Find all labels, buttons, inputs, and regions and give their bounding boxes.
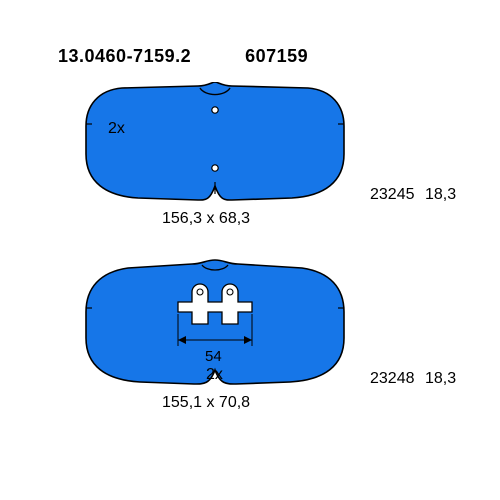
pad-bottom-inner-dim: 54 [205, 348, 222, 365]
part-number: 13.0460-7159.2 [58, 46, 191, 67]
pad-bottom-dim: 155,1 x 70,8 [162, 394, 250, 412]
pad-top-code-val: 23245 [370, 186, 415, 203]
pad-top-qty: 2x [108, 120, 125, 138]
short-number: 607159 [245, 46, 308, 67]
pad-bottom-code-val: 23248 [370, 370, 415, 387]
pad-top-thickness: 18,3 [425, 186, 456, 203]
pad-top-code: 23245 18,3 [370, 186, 456, 204]
pad-bottom-thickness: 18,3 [425, 370, 456, 387]
header: 13.0460-7159.2 607159 [58, 44, 442, 68]
pad-bottom-code: 23248 18,3 [370, 370, 456, 388]
brake-pad-top [80, 82, 350, 202]
pad-top-dim: 156,3 x 68,3 [162, 210, 250, 228]
pad-bottom-qty: 2x [206, 366, 223, 384]
